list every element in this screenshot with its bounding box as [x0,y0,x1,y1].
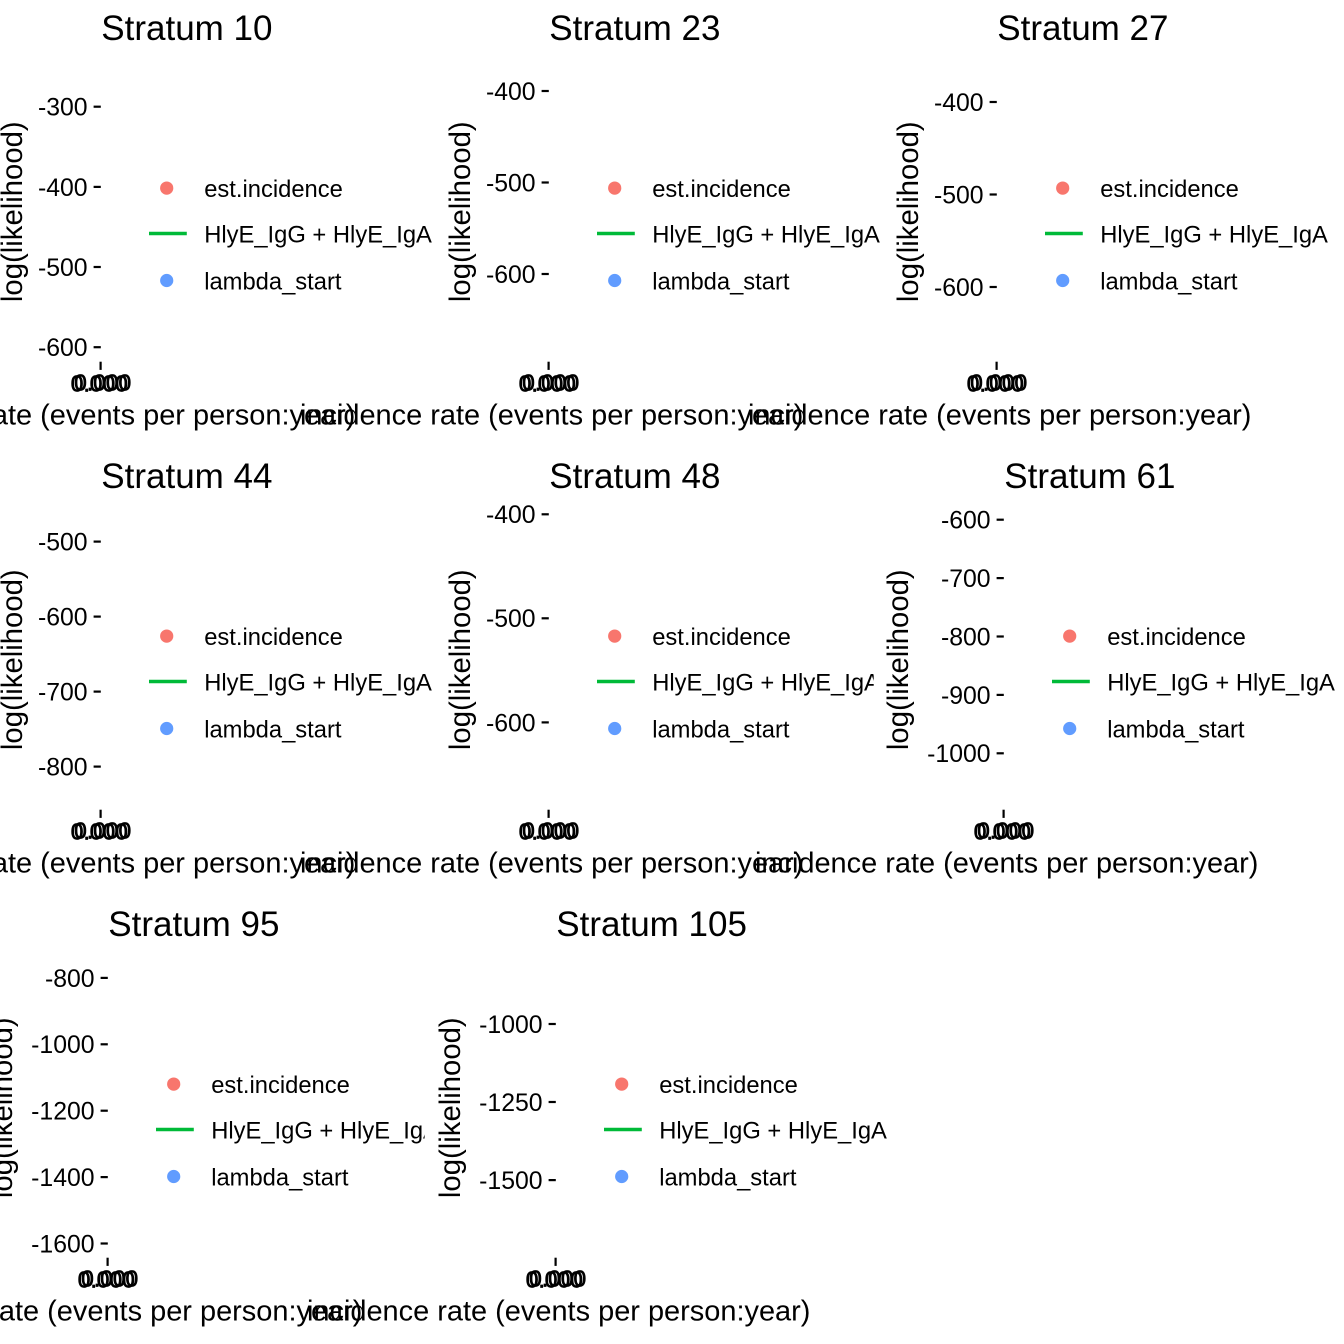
svg-text:HlyE_IgG + HlyE_IgA: HlyE_IgG + HlyE_IgA [659,1117,887,1144]
svg-text:-700: -700 [38,680,88,707]
svg-text:-400: -400 [486,79,536,106]
svg-text:lambda_start: lambda_start [1100,268,1238,295]
svg-text:0.000: 0.000 [71,819,128,845]
svg-text:0.000: 0.000 [81,1266,138,1292]
svg-text:-500: -500 [38,530,88,557]
svg-text:Stratum 10: Stratum 10 [101,9,272,48]
svg-text:incidence rate (events per per: incidence rate (events per person:year) [755,847,1258,879]
svg-text:log(likelihood): log(likelihood) [444,569,477,750]
svg-text:-400: -400 [934,90,984,117]
svg-text:HlyE_IgG + HlyE_IgA: HlyE_IgG + HlyE_IgA [204,669,432,696]
svg-text:-600: -600 [941,508,991,535]
svg-text:lambda_start: lambda_start [211,1164,349,1191]
svg-text:incidence rate (events per per: incidence rate (events per person:year) [307,1295,810,1327]
svg-text:-500: -500 [38,255,88,282]
svg-text:incidence rate (events per per: incidence rate (events per person:year) [0,399,355,431]
svg-text:log(likelihood): log(likelihood) [0,121,29,302]
svg-text:est.incidence: est.incidence [204,624,343,651]
svg-text:log(likelihood): log(likelihood) [892,121,925,302]
svg-text:0.000: 0.000 [529,1266,586,1292]
svg-text:-1400: -1400 [31,1165,94,1192]
svg-text:lambda_start: lambda_start [204,268,342,295]
svg-text:-600: -600 [38,605,88,632]
svg-text:0.000: 0.000 [967,371,1024,397]
svg-text:HlyE_IgG + HlyE_IgA: HlyE_IgG + HlyE_IgA [211,1117,439,1144]
svg-text:incidence rate (events per per: incidence rate (events per person:year) [748,399,1251,431]
svg-text:0.000: 0.000 [71,371,128,397]
svg-text:est.incidence: est.incidence [652,624,791,651]
svg-text:Stratum 61: Stratum 61 [1004,457,1175,496]
svg-text:-1200: -1200 [31,1099,94,1126]
svg-text:0.000: 0.000 [74,370,131,396]
svg-text:-800: -800 [941,624,991,651]
svg-text:0.000: 0.000 [519,371,576,397]
svg-text:-500: -500 [486,170,536,197]
svg-text:Stratum 105: Stratum 105 [556,905,747,944]
svg-text:incidence rate (events per per: incidence rate (events per person:year) [0,847,355,879]
svg-text:est.incidence: est.incidence [652,176,791,203]
svg-text:-400: -400 [38,175,88,202]
svg-text:-600: -600 [38,335,88,362]
svg-text:-700: -700 [941,566,991,593]
svg-text:0.000: 0.000 [522,370,579,396]
svg-text:-300: -300 [38,95,88,122]
svg-text:incidence rate (events per per: incidence rate (events per person:year) [300,399,803,431]
svg-text:est.incidence: est.incidence [211,1072,350,1099]
svg-text:-1500: -1500 [479,1168,542,1195]
svg-text:HlyE_IgG + HlyE_IgA: HlyE_IgG + HlyE_IgA [1107,669,1335,696]
svg-text:est.incidence: est.incidence [659,1072,798,1099]
svg-text:Stratum 27: Stratum 27 [997,9,1168,48]
svg-text:-600: -600 [486,710,536,737]
svg-text:-1600: -1600 [31,1231,94,1258]
svg-text:-800: -800 [45,966,95,993]
svg-text:0.000: 0.000 [519,819,576,845]
svg-text:Stratum 44: Stratum 44 [101,457,272,496]
svg-text:-1250: -1250 [479,1090,542,1117]
svg-text:HlyE_IgG + HlyE_IgA: HlyE_IgG + HlyE_IgA [1100,221,1328,248]
svg-text:incidence rate (events per per: incidence rate (events per person:year) [300,847,803,879]
svg-text:-400: -400 [486,502,536,529]
svg-text:est.incidence: est.incidence [1107,624,1246,651]
svg-text:Stratum 23: Stratum 23 [549,9,720,48]
svg-text:Stratum 48: Stratum 48 [549,457,720,496]
svg-text:incidence rate (events per per: incidence rate (events per person:year) [0,1295,362,1327]
svg-text:log(likelihood): log(likelihood) [0,1017,19,1198]
svg-text:-900: -900 [941,683,991,710]
svg-text:0.000: 0.000 [78,1267,135,1293]
svg-text:lambda_start: lambda_start [1107,716,1245,743]
svg-text:-800: -800 [38,755,88,782]
svg-text:log(likelihood): log(likelihood) [434,1017,467,1198]
svg-text:-500: -500 [934,182,984,209]
svg-text:HlyE_IgG + HlyE_IgA: HlyE_IgG + HlyE_IgA [204,221,432,248]
svg-text:0.000: 0.000 [526,1267,583,1293]
svg-text:-600: -600 [486,262,536,289]
svg-text:log(likelihood): log(likelihood) [0,569,29,750]
svg-text:HlyE_IgG + HlyE_IgA: HlyE_IgG + HlyE_IgA [652,669,880,696]
svg-text:est.incidence: est.incidence [1100,176,1239,203]
svg-text:0.000: 0.000 [74,818,131,844]
svg-text:log(likelihood): log(likelihood) [882,569,915,750]
svg-text:Stratum 95: Stratum 95 [108,905,279,944]
svg-text:lambda_start: lambda_start [652,268,790,295]
svg-text:0.000: 0.000 [522,818,579,844]
svg-text:0.000: 0.000 [970,370,1027,396]
svg-text:-1000: -1000 [479,1012,542,1039]
svg-text:-600: -600 [934,275,984,302]
svg-text:lambda_start: lambda_start [659,1164,797,1191]
svg-text:lambda_start: lambda_start [652,716,790,743]
svg-text:lambda_start: lambda_start [204,716,342,743]
svg-text:0.000: 0.000 [977,818,1034,844]
svg-text:0.000: 0.000 [974,819,1031,845]
svg-text:log(likelihood): log(likelihood) [444,121,477,302]
svg-text:-500: -500 [486,606,536,633]
svg-text:-1000: -1000 [927,741,990,768]
svg-text:-1000: -1000 [31,1032,94,1059]
svg-text:HlyE_IgG + HlyE_IgA: HlyE_IgG + HlyE_IgA [652,221,880,248]
svg-text:est.incidence: est.incidence [204,176,343,203]
